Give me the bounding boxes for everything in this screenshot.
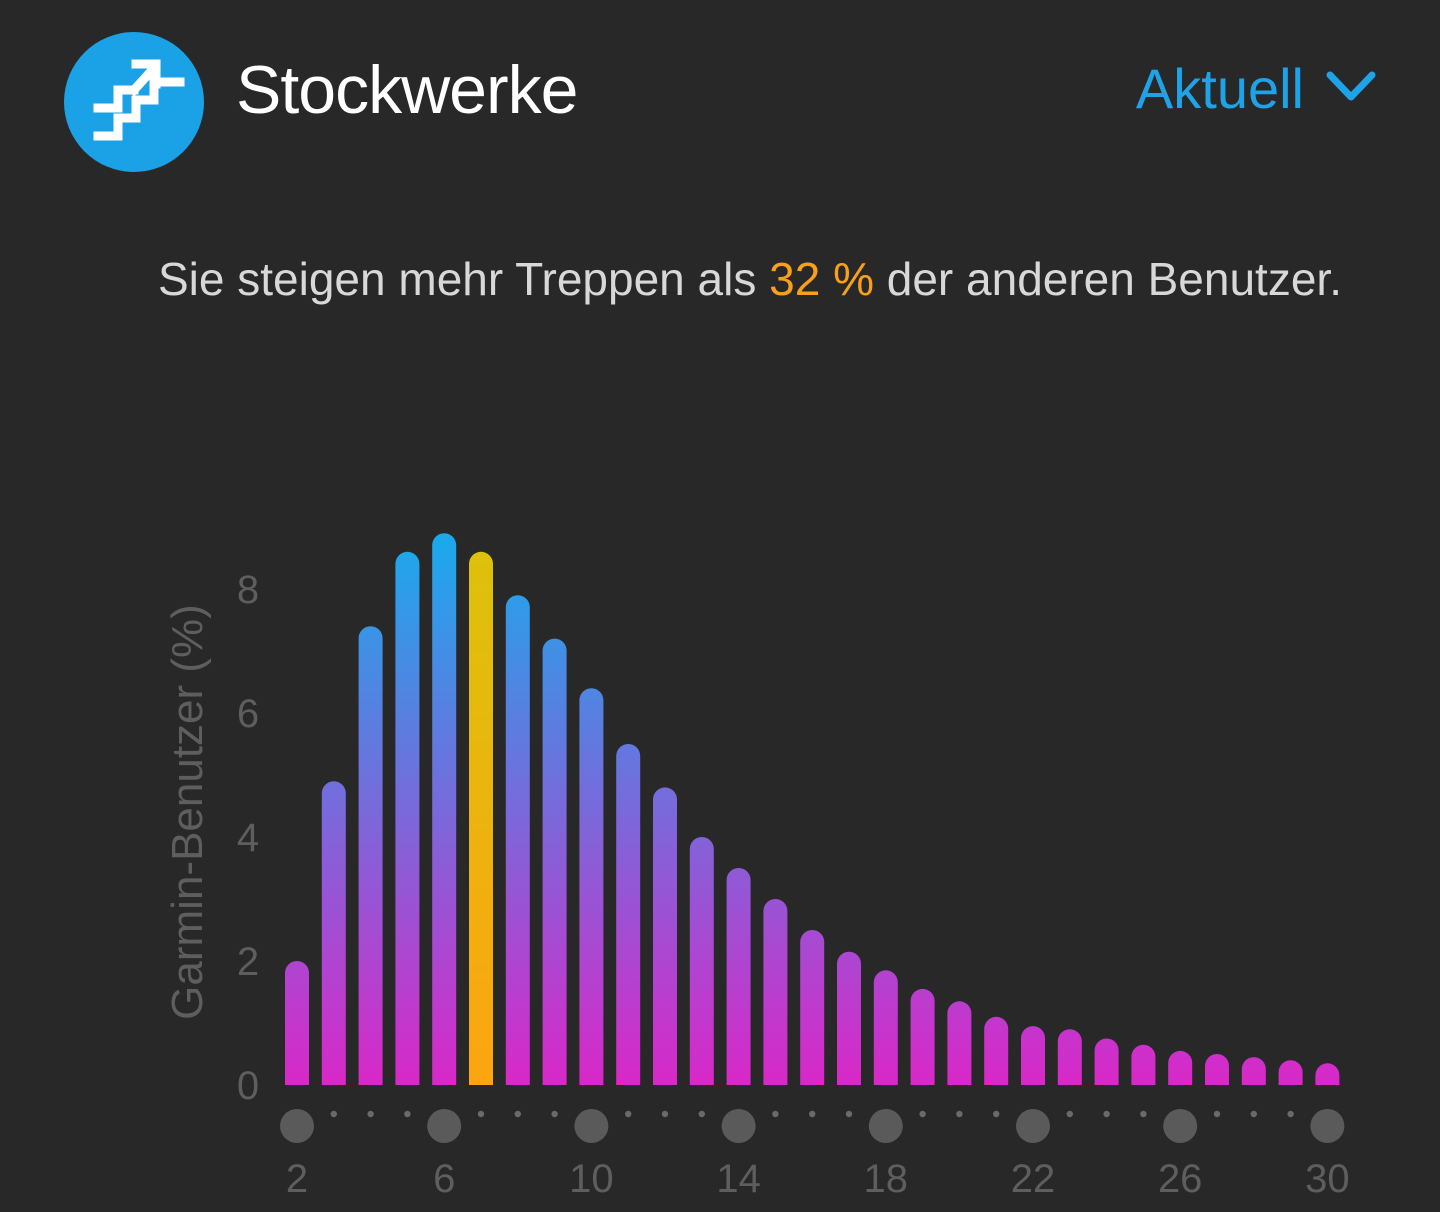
bar — [395, 551, 420, 1085]
y-tick-label: 4 — [237, 816, 259, 860]
bar — [616, 744, 641, 1085]
x-axis-minor-dot — [477, 1110, 485, 1118]
x-tick-label: 26 — [1158, 1157, 1203, 1201]
bar — [873, 970, 898, 1085]
x-axis-major-dot — [1016, 1109, 1050, 1143]
x-axis-minor-dot — [1287, 1110, 1294, 1118]
x-axis-major-dot — [427, 1109, 462, 1143]
y-tick-label: 8 — [237, 568, 259, 612]
bar — [1315, 1063, 1340, 1085]
y-tick-labels: 0 2 4 6 8 — [237, 568, 259, 1108]
bar — [358, 626, 383, 1085]
x-axis-major-dot — [280, 1109, 314, 1143]
bar — [726, 868, 751, 1085]
bar — [1131, 1044, 1156, 1085]
x-axis-major-dot — [721, 1109, 756, 1143]
bar — [689, 837, 714, 1085]
x-axis-minor-dot — [404, 1110, 411, 1118]
period-selector[interactable]: Aktuell — [1136, 56, 1376, 122]
x-tick-label: 2 — [286, 1157, 308, 1201]
page-title: Stockwerke — [236, 52, 578, 128]
x-axis-dots — [280, 1109, 1345, 1143]
x-axis-minor-dot — [919, 1110, 926, 1118]
bar — [1278, 1060, 1303, 1085]
x-axis-minor-dot — [625, 1110, 632, 1118]
bar — [800, 930, 825, 1085]
stairs-icon — [64, 32, 204, 172]
x-axis-minor-dot — [330, 1110, 337, 1118]
y-axis-label: Garmin-Benutzer (%) — [163, 604, 212, 1020]
x-axis-minor-dot — [956, 1110, 963, 1118]
bar-highlighted — [469, 551, 493, 1085]
bars — [285, 533, 1340, 1085]
x-axis-major-dot — [1310, 1109, 1345, 1143]
x-tick-label: 6 — [433, 1157, 455, 1201]
y-tick-label: 0 — [237, 1064, 259, 1108]
x-axis-minor-dot — [809, 1110, 816, 1118]
period-label: Aktuell — [1135, 57, 1304, 120]
header: Stockwerke Aktuell — [0, 0, 1440, 200]
bar — [763, 899, 788, 1085]
x-tick-labels: 2 6 10 14 18 22 26 30 — [286, 1157, 1350, 1201]
bar — [653, 787, 677, 1085]
x-axis-minor-dot — [661, 1110, 669, 1118]
bar — [947, 1001, 972, 1085]
bar — [1241, 1057, 1266, 1085]
x-axis-major-dot — [868, 1109, 903, 1143]
summary-prefix: Sie steigen mehr Treppen als — [158, 253, 757, 305]
x-tick-label: 14 — [716, 1157, 761, 1201]
bar — [910, 988, 935, 1085]
summary-percent: 32 % — [769, 253, 874, 305]
bar — [1205, 1054, 1229, 1085]
x-tick-label: 22 — [1011, 1157, 1056, 1201]
bar — [1094, 1038, 1119, 1085]
summary-text: Sie steigen mehr Treppen als 32 % der an… — [0, 250, 1440, 308]
x-tick-label: 18 — [864, 1157, 909, 1201]
bar — [1057, 1029, 1082, 1085]
x-axis-minor-dot — [367, 1110, 374, 1118]
bar — [1168, 1050, 1193, 1085]
x-axis-minor-dot — [1213, 1110, 1221, 1118]
x-axis-minor-dot — [993, 1110, 1000, 1118]
x-axis-minor-dot — [845, 1110, 853, 1118]
chevron-down-icon — [1326, 71, 1376, 108]
summary-suffix: der anderen Benutzer. — [886, 253, 1342, 305]
y-tick-label: 6 — [237, 692, 259, 736]
x-axis-major-dot — [1163, 1109, 1198, 1143]
y-tick-label: 2 — [237, 940, 259, 984]
x-axis-minor-dot — [514, 1110, 521, 1118]
bar — [321, 781, 346, 1085]
x-axis-minor-dot — [772, 1110, 779, 1118]
bar — [432, 533, 457, 1085]
bar — [542, 638, 567, 1085]
x-axis-minor-dot — [1066, 1110, 1074, 1118]
x-tick-label: 30 — [1305, 1157, 1350, 1201]
bar — [285, 961, 309, 1085]
x-axis-minor-dot — [551, 1110, 558, 1118]
x-axis-major-dot — [574, 1109, 609, 1143]
x-axis-minor-dot — [698, 1110, 705, 1118]
bar — [505, 595, 530, 1085]
x-tick-label: 10 — [569, 1157, 614, 1201]
x-axis-minor-dot — [1250, 1110, 1258, 1118]
bar — [837, 951, 861, 1085]
x-axis-minor-dot — [1140, 1110, 1147, 1118]
bar — [579, 688, 604, 1085]
bar — [984, 1016, 1009, 1085]
bar — [1021, 1026, 1045, 1085]
x-axis-minor-dot — [1103, 1110, 1110, 1118]
